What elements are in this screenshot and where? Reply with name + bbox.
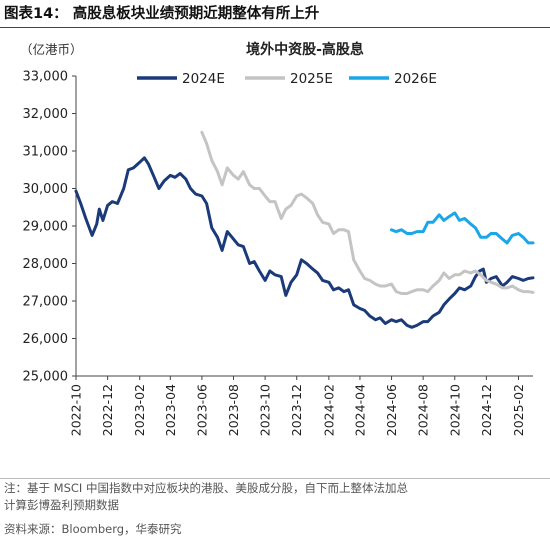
axes: 25,000 26,000 27,000 28,000 29,000 30,000 31,0… bbox=[23, 70, 533, 436]
x-tick-label: 2024-02 bbox=[321, 384, 336, 436]
figure-title: 图表14： 高股息板块业绩预期近期整体有所上升 bbox=[4, 6, 320, 22]
series-line-2024E bbox=[74, 156, 535, 329]
x-tick-label: 2024-08 bbox=[416, 384, 431, 436]
footnote-line-2: 计算彭博盈利预期数据 bbox=[4, 498, 119, 512]
source-note: 资料来源：Bloomberg，华泰研究 bbox=[4, 522, 182, 536]
legend-label-2026E: 2026E bbox=[394, 71, 437, 87]
y-tick-label: 26,000 bbox=[23, 332, 69, 347]
legend: 2024E 2025E 2026E bbox=[137, 71, 437, 87]
y-tick-label: 33,000 bbox=[23, 70, 69, 85]
x-tick-label: 2023-02 bbox=[132, 384, 147, 436]
x-tick-label: 2023-10 bbox=[258, 384, 273, 436]
footnote-divider bbox=[0, 478, 550, 479]
footnote-line-1: 注：基于 MSCI 中国指数中对应板块的港股、美股成分股，自下而上整体法加总 bbox=[4, 481, 408, 495]
series-line-2025E bbox=[200, 130, 535, 295]
y-tick-label: 32,000 bbox=[23, 107, 69, 122]
x-tick-label: 2023-04 bbox=[163, 384, 178, 436]
y-tick-label: 30,000 bbox=[23, 182, 69, 197]
y-tick-label: 28,000 bbox=[23, 257, 69, 272]
y-tick-label: 29,000 bbox=[23, 220, 69, 235]
legend-label-2024E: 2024E bbox=[182, 71, 225, 87]
legend-label-2025E: 2025E bbox=[290, 71, 333, 87]
y-tick-label: 25,000 bbox=[23, 370, 69, 385]
unit-label: （亿港币） bbox=[20, 42, 83, 57]
x-tick-label: 2024-12 bbox=[479, 384, 494, 436]
x-tick-label: 2022-12 bbox=[100, 384, 115, 436]
line-chart: 境外中资股-高股息 （亿港币） 2024E 2025E 2026E 25,000 26… bbox=[20, 41, 535, 436]
series-line-2026E bbox=[390, 211, 535, 245]
x-tick-label: 2023-06 bbox=[194, 384, 209, 436]
y-tick-label: 27,000 bbox=[23, 295, 69, 310]
chart-title: 境外中资股-高股息 bbox=[246, 41, 364, 58]
y-tick-label: 31,000 bbox=[23, 145, 69, 160]
x-tick-label: 2024-06 bbox=[384, 384, 399, 436]
x-tick-label: 2022-10 bbox=[69, 384, 84, 436]
x-tick-label: 2024-04 bbox=[352, 384, 367, 436]
x-tick-label: 2023-08 bbox=[226, 384, 241, 436]
x-tick-label: 2024-10 bbox=[447, 384, 462, 436]
x-tick-label: 2025-02 bbox=[511, 384, 526, 436]
title-divider bbox=[0, 27, 550, 28]
series-layer bbox=[74, 130, 535, 329]
x-tick-label: 2023-12 bbox=[289, 384, 304, 436]
